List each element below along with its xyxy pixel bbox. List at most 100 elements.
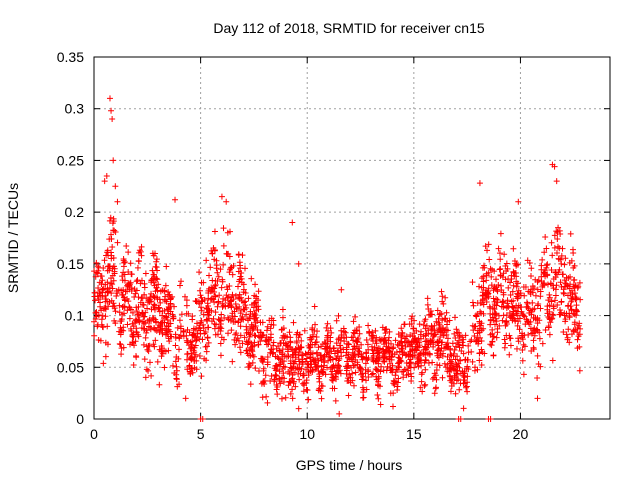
data-point	[463, 384, 470, 391]
data-point	[515, 338, 522, 345]
data-point	[144, 327, 151, 334]
data-point	[133, 352, 140, 359]
data-point	[368, 371, 375, 378]
data-point	[424, 295, 431, 302]
data-point	[436, 337, 443, 344]
data-point	[418, 328, 425, 335]
data-point	[520, 312, 527, 319]
data-point	[174, 324, 181, 331]
data-point	[109, 244, 116, 251]
data-point	[473, 338, 480, 345]
data-point	[224, 250, 231, 257]
data-point	[375, 375, 382, 382]
data-point	[187, 354, 194, 361]
data-point	[365, 368, 372, 375]
data-point	[565, 326, 572, 333]
data-point	[365, 374, 372, 381]
data-point	[525, 331, 532, 338]
chart-title: Day 112 of 2018, SRMTID for receiver cn1…	[213, 20, 485, 36]
data-point	[507, 279, 514, 286]
data-point	[447, 388, 454, 395]
data-point	[161, 347, 168, 354]
data-point	[126, 281, 133, 288]
data-point	[98, 281, 105, 288]
data-point	[299, 372, 306, 379]
data-point	[352, 313, 359, 320]
data-point	[243, 323, 250, 330]
data-point	[561, 277, 568, 284]
data-point	[139, 295, 146, 302]
data-point	[324, 320, 331, 327]
data-point	[94, 323, 101, 330]
data-point	[558, 252, 565, 259]
data-point	[283, 342, 290, 349]
data-point	[287, 334, 294, 341]
data-point	[245, 338, 252, 345]
data-point	[344, 375, 351, 382]
data-point	[401, 366, 408, 373]
data-point	[153, 327, 160, 334]
data-point	[530, 337, 537, 344]
data-point	[104, 323, 111, 330]
data-point	[496, 266, 503, 273]
data-point	[503, 319, 510, 326]
data-point	[495, 281, 502, 288]
data-point	[169, 311, 176, 318]
data-point	[431, 327, 438, 334]
data-point	[570, 249, 577, 256]
data-point	[200, 311, 207, 318]
data-point	[521, 313, 528, 320]
data-point	[114, 239, 121, 246]
data-point	[375, 395, 382, 402]
data-point	[309, 366, 316, 373]
data-point	[146, 359, 153, 366]
data-point	[129, 339, 136, 346]
data-point	[453, 370, 460, 377]
data-point	[247, 381, 254, 388]
data-point	[270, 339, 277, 346]
data-point	[344, 377, 351, 384]
data-point	[223, 198, 230, 205]
data-point	[101, 257, 108, 264]
data-point	[125, 249, 132, 256]
data-point	[374, 391, 381, 398]
data-point	[409, 353, 416, 360]
data-point	[236, 344, 243, 351]
data-point	[207, 264, 214, 271]
data-point	[570, 328, 577, 335]
data-point	[110, 157, 117, 164]
data-point	[545, 323, 552, 330]
data-point	[529, 299, 536, 306]
data-point	[422, 356, 429, 363]
x-tick-label: 10	[299, 426, 315, 442]
data-point	[307, 336, 314, 343]
data-point	[121, 277, 128, 284]
data-point	[330, 362, 337, 369]
data-point	[132, 290, 139, 297]
data-point	[211, 228, 218, 235]
data-point	[340, 335, 347, 342]
data-point	[199, 416, 206, 422]
data-point	[227, 298, 234, 305]
data-point	[260, 367, 267, 374]
data-point	[518, 308, 525, 315]
data-point	[178, 311, 185, 318]
data-point	[154, 358, 161, 365]
data-point	[567, 230, 574, 237]
data-point	[353, 327, 360, 334]
data-point	[264, 323, 271, 330]
data-point	[363, 386, 370, 393]
data-point	[489, 333, 496, 340]
data-point	[436, 362, 443, 369]
data-point	[395, 331, 402, 338]
data-point	[278, 395, 285, 402]
data-point	[140, 341, 147, 348]
data-point	[249, 323, 256, 330]
data-point	[150, 303, 157, 310]
data-point	[328, 348, 335, 355]
data-point	[548, 266, 555, 273]
data-point	[305, 361, 312, 368]
data-point	[495, 312, 502, 319]
data-point	[402, 343, 409, 350]
data-point	[140, 302, 147, 309]
